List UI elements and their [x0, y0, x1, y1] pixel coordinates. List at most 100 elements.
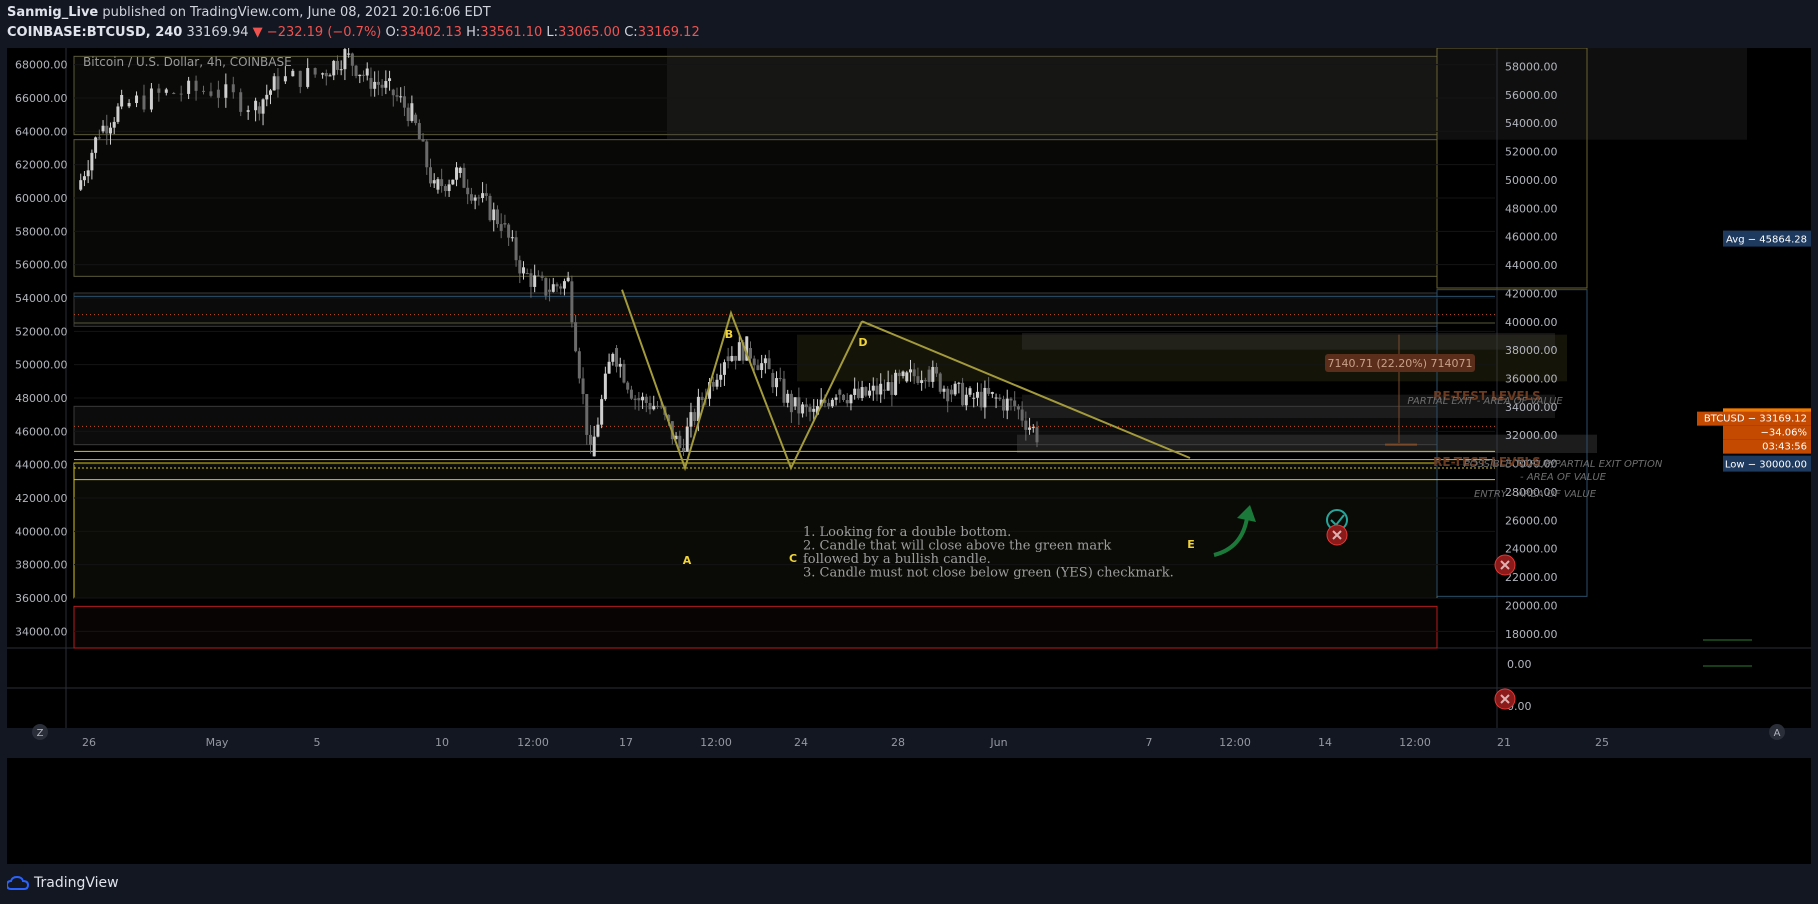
- candle: [682, 448, 686, 451]
- candle: [116, 106, 120, 122]
- candle: [510, 237, 514, 239]
- candle: [644, 396, 648, 403]
- candle: [901, 371, 905, 377]
- candle: [555, 284, 559, 287]
- candle: [522, 267, 526, 274]
- candle: [622, 363, 626, 383]
- time-axis-left-button[interactable]: [32, 724, 48, 740]
- candle: [585, 394, 589, 435]
- candle: [815, 406, 819, 415]
- retest-zone-rect: [1022, 394, 1555, 418]
- cross-icon-mark: [1500, 560, 1510, 570]
- pattern-point-label: E: [1187, 538, 1195, 551]
- candle: [949, 389, 953, 395]
- left-axis-tick-label: 42000.00: [15, 492, 68, 505]
- candle: [894, 372, 898, 395]
- candle: [700, 396, 704, 401]
- right-axis-tick-label: 20000.00: [1505, 599, 1558, 612]
- candle: [451, 179, 455, 185]
- candle: [827, 402, 831, 407]
- high-value: 33561.10: [480, 25, 543, 40]
- candle: [864, 387, 868, 396]
- candle: [689, 412, 693, 427]
- candle: [756, 365, 760, 371]
- candle: [845, 399, 849, 404]
- price-label-bg: [1697, 411, 1811, 426]
- candle: [544, 277, 548, 296]
- retest-zone-rect: [1022, 333, 1555, 350]
- price-label: −34.06%: [1760, 428, 1807, 439]
- trend-line: [861, 320, 1191, 459]
- candle: [135, 95, 139, 104]
- left-axis-tick-label: 54000.00: [15, 292, 68, 305]
- candle: [942, 388, 946, 392]
- author-name[interactable]: Sanmig_Live: [7, 5, 99, 20]
- candle: [484, 193, 488, 196]
- price-chart[interactable]: 68000.00 66000.00 64000.00 62000.00 60000.00…: [7, 48, 1811, 864]
- candle: [321, 73, 325, 75]
- pattern-point-label: B: [725, 328, 733, 341]
- candle: [365, 68, 369, 76]
- candle: [388, 78, 392, 82]
- candle: [603, 373, 607, 400]
- candle: [369, 78, 373, 89]
- candle: [216, 89, 220, 98]
- chart-header: Sanmig_Live published on TradingView.com…: [0, 0, 1818, 48]
- candle: [1024, 420, 1028, 430]
- candle: [897, 372, 901, 377]
- candle: [507, 224, 511, 238]
- candle: [90, 152, 94, 171]
- last-price: 33169.94: [186, 25, 249, 40]
- candle: [455, 167, 459, 180]
- candle: [722, 362, 726, 375]
- symbol-label[interactable]: COINBASE:BTCUSD, 240: [7, 25, 183, 40]
- x-axis-tick-label: 17: [619, 736, 633, 749]
- candle: [748, 348, 752, 359]
- high-label: H:: [466, 25, 481, 40]
- candle: [432, 180, 436, 184]
- candle: [793, 397, 797, 407]
- zone-rect: [73, 292, 1438, 327]
- candle: [328, 75, 332, 77]
- candle: [373, 81, 377, 89]
- candles: [79, 48, 1039, 457]
- candle: [477, 197, 481, 199]
- zone-rect: [73, 405, 1438, 446]
- candle: [782, 378, 786, 403]
- candle: [994, 397, 998, 399]
- candle: [417, 123, 421, 140]
- left-axis-tick-label: 44000.00: [15, 459, 68, 472]
- candle: [834, 397, 838, 400]
- candle: [760, 363, 764, 371]
- price-label-bg: [1723, 425, 1811, 440]
- candle: [678, 435, 682, 449]
- candle: [618, 363, 622, 367]
- candle: [268, 90, 272, 95]
- candle: [975, 391, 979, 398]
- candle: [350, 53, 354, 66]
- x-axis-tick-label: 12:00: [1399, 736, 1431, 749]
- note-line: 1. Looking for a double bottom.: [803, 525, 1011, 540]
- tradingview-logo[interactable]: TradingView: [7, 875, 119, 891]
- candle: [384, 81, 388, 88]
- candle: [775, 378, 779, 388]
- x-axis-tick-label: 5: [314, 736, 321, 749]
- measure-label-bg: [1325, 354, 1475, 372]
- candle: [920, 380, 924, 383]
- candle: [592, 436, 596, 457]
- x-axis-tick-label: 12:00: [517, 736, 549, 749]
- candle: [711, 382, 715, 387]
- candle: [737, 342, 741, 361]
- candle: [254, 100, 258, 111]
- candle: [473, 197, 477, 201]
- right-axis-tick-label: 56000.00: [1505, 89, 1558, 102]
- candle: [101, 125, 105, 132]
- candle: [239, 92, 243, 112]
- candle: [79, 180, 83, 190]
- auto-scale-button[interactable]: [1769, 724, 1785, 740]
- candle: [533, 275, 537, 287]
- candle: [436, 179, 440, 190]
- zone-label: POSSIBLE TOP-UP/PARTIAL EXIT OPTION: [1464, 459, 1663, 470]
- right-axis-tick-label: 36000.00: [1505, 372, 1558, 385]
- x-axis-tick-label: 26: [82, 736, 96, 749]
